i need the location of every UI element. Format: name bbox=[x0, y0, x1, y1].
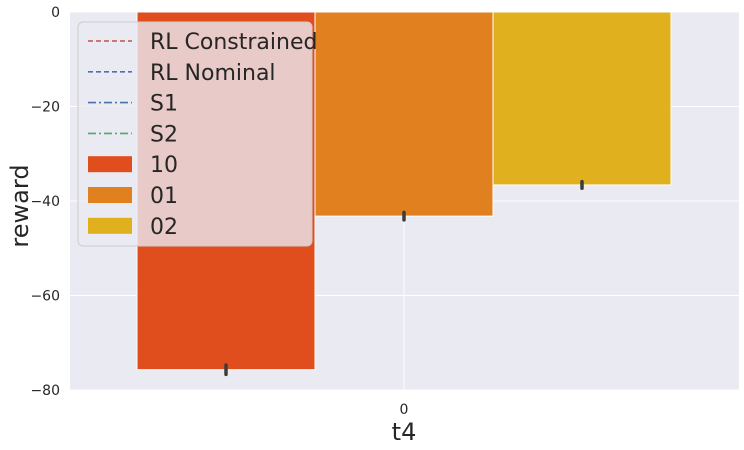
legend-label: 10 bbox=[150, 153, 178, 178]
legend-label: 01 bbox=[150, 184, 178, 209]
x-axis-ticks: 0 bbox=[400, 402, 409, 418]
error-bars bbox=[224, 179, 584, 377]
legend-box bbox=[77, 21, 313, 247]
legend: RL Constrained RL Nominal S1 S2 10 01 02 bbox=[77, 21, 317, 247]
y-axis-label: reward bbox=[6, 164, 34, 247]
y-tick-label: −60 bbox=[30, 289, 60, 305]
legend-label: RL Nominal bbox=[150, 61, 276, 86]
legend-label: RL Constrained bbox=[150, 30, 317, 55]
legend-patch-02 bbox=[88, 217, 132, 234]
y-axis-ticks: 0 −20 −40 −60 −80 bbox=[30, 5, 60, 399]
legend-label: S2 bbox=[150, 122, 178, 147]
y-tick-label: 0 bbox=[51, 5, 60, 21]
x-axis-label: t4 bbox=[392, 418, 417, 446]
legend-patch-10 bbox=[88, 156, 132, 173]
x-tick-label: 0 bbox=[400, 402, 409, 418]
bar-01 bbox=[314, 11, 494, 217]
legend-label: S1 bbox=[150, 92, 178, 117]
y-tick-label: −20 bbox=[30, 100, 60, 116]
y-tick-label: −40 bbox=[30, 194, 60, 210]
legend-label: 02 bbox=[150, 215, 178, 240]
legend-patch-01 bbox=[88, 187, 132, 203]
y-tick-label: −80 bbox=[30, 383, 60, 399]
bar-02 bbox=[492, 11, 672, 186]
